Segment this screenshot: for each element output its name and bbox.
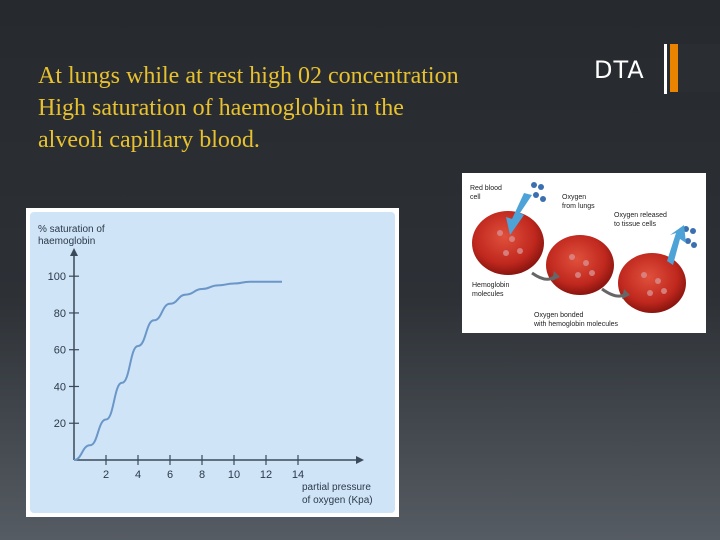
label-hemoglobin-2: molecules bbox=[472, 291, 504, 298]
label-red-blood-cell-2: cell bbox=[470, 194, 481, 201]
red-blood-cell-2 bbox=[546, 235, 614, 295]
label-oxygen-bonded-2: with hemoglobin molecules bbox=[533, 321, 619, 328]
y-tick-label: 100 bbox=[48, 271, 66, 283]
x-axis-arrowhead bbox=[356, 456, 364, 464]
label-oxygen-released-2: to tissue cells bbox=[614, 221, 657, 228]
body-text: At lungs while at rest high 02 concentra… bbox=[38, 60, 558, 156]
x-tick-label: 12 bbox=[260, 469, 272, 481]
accent-bar-inner bbox=[678, 44, 720, 92]
x-axis-label-line-1: partial pressure bbox=[302, 482, 371, 493]
x-tick-label: 10 bbox=[228, 469, 240, 481]
hemoglobin-dots bbox=[497, 230, 667, 296]
oxygen-dissociation-chart: % saturation of haemoglobin partial pres… bbox=[38, 224, 373, 506]
y-tick-label: 60 bbox=[54, 345, 66, 357]
oxygen-molecules bbox=[531, 182, 697, 248]
x-axis-label-line-2: of oxygen (Kpa) bbox=[302, 495, 373, 506]
diagram-svg: Red blood cell Oxygen from lungs Oxygen … bbox=[470, 182, 697, 328]
x-tick-label: 4 bbox=[135, 469, 141, 481]
slide-tag: DTA bbox=[594, 56, 645, 84]
x-tick-label: 6 bbox=[167, 469, 173, 481]
red-blood-cell-diagram: Red blood cell Oxygen from lungs Oxygen … bbox=[462, 173, 706, 333]
body-line-1: At lungs while at rest high 02 concentra… bbox=[38, 63, 459, 89]
y-tick-label: 80 bbox=[54, 308, 66, 320]
label-oxygen-released-1: Oxygen released bbox=[614, 212, 667, 219]
x-tick-label: 8 bbox=[199, 469, 205, 481]
y-tick-label: 20 bbox=[54, 418, 66, 430]
y-axis-label-line-2: haemoglobin bbox=[38, 236, 95, 247]
red-blood-cell-1 bbox=[472, 211, 544, 275]
body-line-2: High saturation of haemoglobin in the bbox=[38, 95, 404, 121]
saturation-curve bbox=[73, 280, 282, 461]
label-oxygen-lungs-1: Oxygen bbox=[562, 194, 586, 201]
flow-arrow-1 bbox=[531, 271, 555, 281]
chart-panel: % saturation of haemoglobin partial pres… bbox=[26, 208, 399, 517]
chart-background: % saturation of haemoglobin partial pres… bbox=[30, 212, 395, 513]
label-red-blood-cell-1: Red blood bbox=[470, 185, 502, 192]
x-tick-label: 2 bbox=[103, 469, 109, 481]
label-hemoglobin-1: Hemoglobin bbox=[472, 282, 509, 289]
y-axis-arrowhead bbox=[70, 248, 78, 256]
oxygen-out-arrow bbox=[667, 225, 686, 265]
red-blood-cell-3 bbox=[618, 253, 686, 313]
x-tick-label: 14 bbox=[292, 469, 304, 481]
y-axis-label-line-1: % saturation of bbox=[38, 224, 105, 235]
flow-arrow-2 bbox=[601, 287, 625, 298]
oxygen-in-arrow bbox=[506, 193, 532, 235]
body-line-3: alveoli capillary blood. bbox=[38, 127, 260, 153]
accent-bar-thin bbox=[664, 44, 667, 94]
flow-arrow-2-head bbox=[622, 289, 630, 299]
flow-arrow-1-head bbox=[552, 271, 560, 281]
label-oxygen-lungs-2: from lungs bbox=[562, 203, 595, 210]
label-oxygen-bonded-1: Oxygen bonded bbox=[534, 312, 584, 319]
y-tick-label: 40 bbox=[54, 381, 66, 393]
